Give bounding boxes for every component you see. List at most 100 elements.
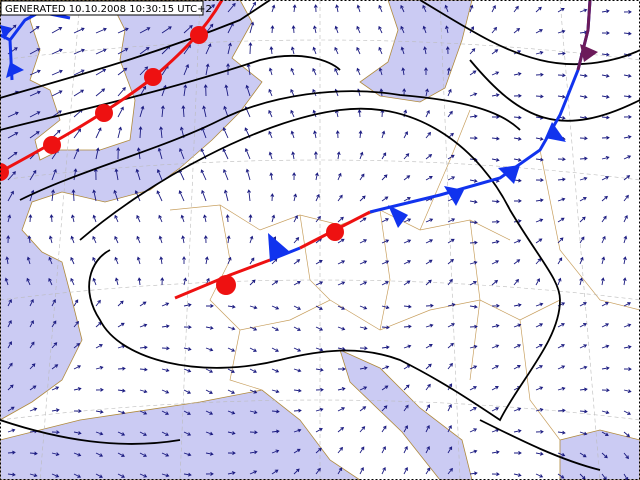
wind-arrow [48, 277, 53, 286]
wind-arrow [469, 471, 478, 476]
wind-arrow [205, 347, 214, 352]
wind-arrow [359, 406, 367, 412]
wind-arrow [337, 238, 345, 244]
wind-arrow [601, 410, 610, 415]
wind-arrow [7, 450, 16, 455]
wind-arrow [293, 326, 301, 331]
wind-arrow [359, 305, 368, 310]
wind-arrow [425, 88, 429, 97]
wind-arrow [183, 452, 192, 457]
wind-arrow [579, 431, 588, 436]
wind-arrow [623, 214, 628, 223]
wind-arrow [469, 365, 478, 370]
wind-arrow [491, 344, 500, 349]
wind-arrow [70, 277, 75, 286]
wind-arrow [223, 105, 229, 118]
wind-arrow [315, 172, 319, 181]
wind-arrow [469, 48, 476, 55]
wind-arrow [359, 173, 365, 181]
warm-symbol [95, 104, 113, 122]
wind-arrow [337, 260, 346, 265]
wind-arrow [623, 431, 631, 438]
cold-symbol [545, 122, 566, 142]
wind-arrow [601, 302, 609, 307]
wind-arrow [557, 177, 566, 182]
wind-arrow [7, 171, 16, 181]
wind-arrow [183, 24, 193, 34]
wind-arrow [359, 326, 368, 330]
border [229, 109, 640, 391]
wind-arrow [136, 256, 141, 265]
wind-arrow [245, 168, 251, 181]
wind-arrow [159, 126, 163, 139]
warm-symbol [43, 136, 61, 154]
wind-arrow [73, 48, 85, 55]
wind-arrow [337, 194, 343, 202]
wind-arrow [601, 452, 608, 459]
wind-arrow [200, 169, 207, 181]
wind-arrow [205, 4, 216, 13]
wind-arrow [92, 214, 97, 223]
wind-arrow [557, 237, 564, 244]
wind-arrow [180, 214, 185, 223]
wind-arrow [139, 323, 148, 328]
wind-arrow [403, 445, 408, 454]
wind-arrow [425, 446, 430, 454]
wind-arrow [422, 4, 427, 13]
wind-arrow [513, 429, 522, 433]
warm-symbol [190, 26, 208, 44]
wind-arrow [158, 235, 163, 244]
wind-arrow [92, 235, 97, 244]
wind-arrow [513, 72, 522, 76]
wind-arrow [535, 323, 544, 328]
wind-arrow [271, 280, 279, 286]
wind-arrow [160, 277, 165, 286]
wind-arrow [579, 365, 588, 370]
wind-arrow [222, 148, 229, 160]
isobar [419, 0, 640, 66]
wind-arrow [271, 4, 276, 13]
wind-arrow [117, 431, 126, 436]
wind-arrow [403, 304, 412, 309]
wind-arrow [359, 151, 364, 160]
wind-arrow [400, 25, 405, 34]
wind-arrow [4, 277, 9, 286]
wind-arrow [27, 235, 32, 244]
wind-arrow [513, 157, 522, 162]
wind-arrow [7, 428, 16, 433]
wind-arrow [469, 386, 477, 391]
wind-arrow [95, 88, 106, 97]
wind-arrow [403, 324, 412, 329]
wind-arrow [401, 67, 406, 76]
wind-arrow [290, 88, 295, 97]
wind-arrow [51, 189, 55, 202]
wind-arrow [249, 347, 257, 352]
wind-arrow [400, 4, 405, 13]
wind-arrow [293, 368, 302, 373]
wind-arrow [271, 389, 280, 394]
wind-arrow [359, 446, 365, 454]
wind-arrow [244, 148, 251, 160]
wind-arrow [557, 408, 566, 413]
wind-arrow [315, 447, 322, 454]
wind-arrow [315, 193, 320, 202]
wind-arrow [29, 111, 41, 118]
wind-arrow [223, 168, 229, 181]
wind-arrow [623, 175, 631, 181]
wind-arrow [403, 425, 408, 433]
wind-arrow [139, 66, 149, 76]
wind-arrow [422, 25, 427, 34]
wind-arrow [513, 259, 521, 265]
wind-arrow [114, 256, 119, 265]
wind-arrow [315, 215, 321, 223]
wind-arrow [312, 67, 317, 76]
wind-arrow [271, 409, 280, 414]
wind-arrow [623, 73, 632, 78]
wind-arrow [137, 277, 142, 286]
wind-arrow [337, 426, 345, 433]
wind-arrow [557, 386, 566, 391]
cold-symbol [268, 233, 290, 262]
wind-arrow [447, 403, 452, 412]
wind-arrow [222, 127, 229, 139]
